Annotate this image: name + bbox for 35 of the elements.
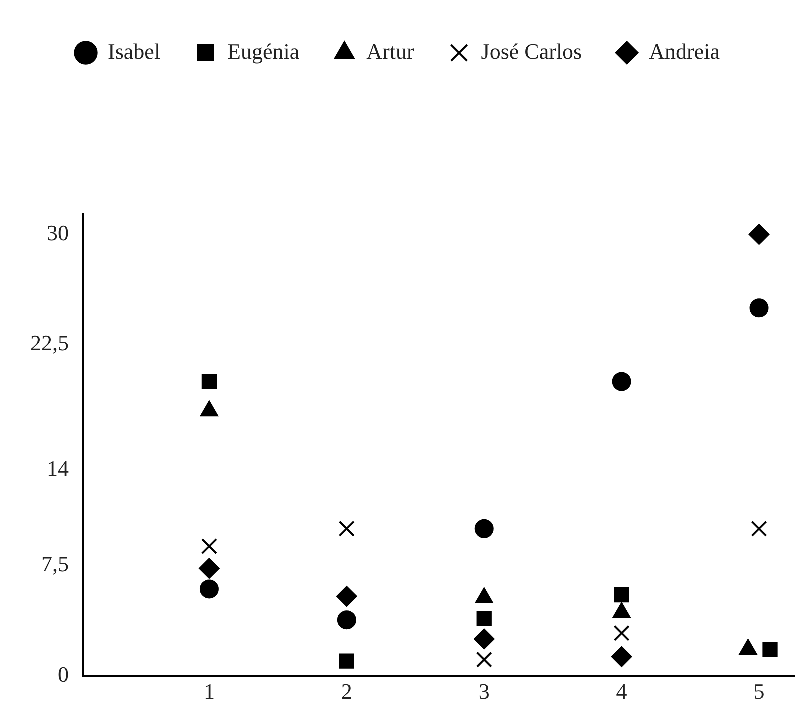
point bbox=[476, 652, 492, 668]
y-tick-label: 22,5 bbox=[30, 330, 69, 356]
legend-label: José Carlos bbox=[481, 38, 582, 64]
point bbox=[748, 224, 770, 246]
legend-label: Andreia bbox=[649, 38, 720, 64]
x-tick-label: 3 bbox=[478, 678, 490, 704]
x-tick-label: 4 bbox=[616, 678, 628, 704]
point bbox=[612, 372, 632, 392]
x-tick-label: 5 bbox=[754, 678, 765, 704]
point bbox=[339, 654, 354, 669]
legend-label: Isabel bbox=[108, 38, 161, 64]
point bbox=[198, 558, 220, 580]
y-tick-label: 0 bbox=[58, 662, 69, 687]
point bbox=[611, 646, 632, 668]
point bbox=[336, 586, 358, 608]
point bbox=[751, 520, 768, 537]
legend-label: Eugénia bbox=[228, 38, 300, 64]
point bbox=[202, 374, 218, 390]
x-tick-label: 2 bbox=[341, 678, 352, 704]
point bbox=[474, 519, 494, 538]
point bbox=[476, 611, 492, 626]
y-tick-label: 30 bbox=[47, 220, 69, 246]
point bbox=[614, 625, 630, 642]
y-tick-label: 7,5 bbox=[42, 551, 69, 576]
point bbox=[337, 610, 356, 630]
point bbox=[614, 588, 630, 603]
point bbox=[200, 580, 219, 599]
y-tick-label: 14 bbox=[47, 456, 69, 481]
point bbox=[474, 628, 495, 650]
point bbox=[762, 642, 778, 658]
point bbox=[338, 520, 355, 537]
legend-label: Artur bbox=[366, 38, 415, 64]
point bbox=[201, 538, 218, 555]
x-tick-label: 1 bbox=[204, 678, 215, 704]
point bbox=[750, 298, 769, 318]
